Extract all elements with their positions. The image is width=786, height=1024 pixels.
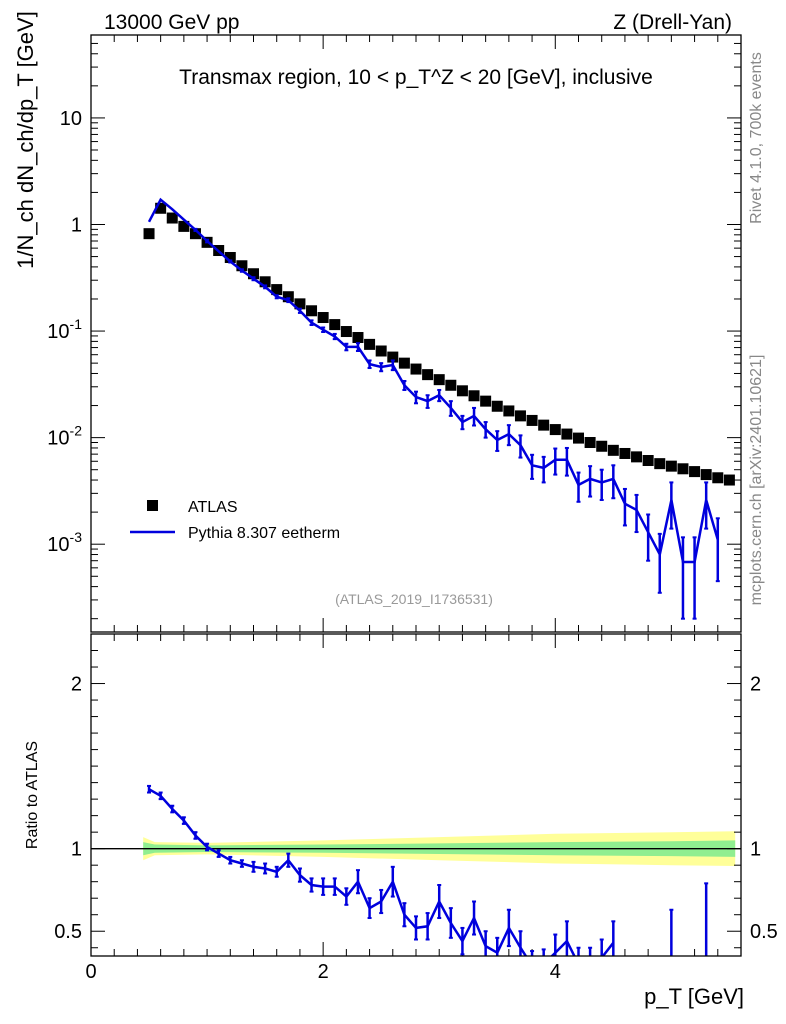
main-title: Transmax region, 10 < p_T^Z < 20 [GeV], … [179, 66, 653, 89]
x-axis-label: p_T [GeV] [644, 984, 744, 1009]
watermark: (ATLAS_2019_I1736531) [335, 591, 493, 607]
atlas-point [422, 369, 434, 381]
y-tick-label: 1 [71, 214, 82, 236]
ratio-y-tick-label: 1 [71, 839, 82, 861]
atlas-point [468, 390, 480, 402]
atlas-point [178, 220, 190, 232]
atlas-point [259, 276, 271, 288]
atlas-point [619, 447, 631, 459]
atlas-point [677, 463, 689, 475]
rivet-label: Rivet 4.1.0, 700k events [748, 52, 765, 224]
ratio-y-tick-label-right: 0.5 [750, 921, 778, 943]
atlas-point [340, 326, 352, 338]
header-left: 13000 GeV pp [104, 11, 239, 34]
y-tick-label: 10 [60, 108, 82, 130]
atlas-point [364, 338, 376, 350]
ratio-y-tick-label: 2 [71, 674, 82, 696]
ratio-ylabel: Ratio to ATLAS [24, 741, 41, 849]
atlas-point [503, 405, 515, 417]
y-tick-label: 10-3 [47, 529, 82, 556]
atlas-point [189, 228, 201, 240]
atlas-point [700, 469, 712, 481]
atlas-point [224, 252, 236, 264]
atlas-point [584, 437, 596, 449]
atlas-point [689, 466, 701, 478]
mcplots-label: mcplots.cern.ch [arXiv:2401.10621] [748, 355, 765, 606]
ratio-frame [90, 633, 742, 957]
x-tick-label: 4 [550, 961, 561, 983]
atlas-point [665, 460, 677, 472]
atlas-point [456, 385, 468, 397]
atlas-point [607, 444, 619, 456]
atlas-point [514, 410, 526, 422]
atlas-point [723, 474, 735, 486]
atlas-point [549, 424, 561, 436]
ratio-panel: 0.5 0.5 1 1 2 2 0 2 4 Ratio to ATLAS p_T [GeV] [24, 633, 778, 1009]
main-frame [90, 34, 742, 633]
legend-pythia-label: Pythia 8.307 eetherm [188, 525, 340, 542]
atlas-point [491, 400, 503, 412]
atlas-point [236, 260, 248, 272]
x-tick-label: 0 [85, 961, 96, 983]
atlas-point [445, 379, 457, 391]
atlas-point [387, 351, 399, 363]
atlas-point [526, 414, 538, 426]
atlas-point [631, 451, 643, 463]
atlas-point [410, 363, 422, 375]
uncertainty-bands [91, 831, 741, 866]
atlas-point [561, 428, 573, 440]
legend-atlas-label: ATLAS [188, 499, 238, 516]
atlas-point [596, 440, 608, 452]
legend-atlas-marker [147, 500, 158, 511]
atlas-point [294, 298, 306, 310]
atlas-point [317, 312, 329, 324]
header-right: Z (Drell-Yan) [613, 11, 732, 34]
ratio-y-tick-label-right: 1 [750, 839, 761, 861]
atlas-point [712, 472, 724, 484]
main-panel: 10 1 10-1 10-2 10-3 Transmax region, 10 < p_… [13, 11, 742, 633]
ratio-line [148, 788, 615, 956]
atlas-point [654, 458, 666, 470]
atlas-point [398, 357, 410, 369]
atlas-point [573, 432, 584, 444]
atlas-point [143, 228, 155, 240]
legend: ATLAS Pythia 8.307 eetherm [130, 499, 340, 542]
x-tick-label: 2 [318, 961, 329, 983]
atlas-point [329, 319, 341, 331]
y-tick-label: 10-1 [47, 316, 82, 343]
y-tick-label: 10-2 [47, 423, 82, 450]
atlas-point [306, 305, 318, 317]
ratio-series [147, 784, 709, 956]
atlas-point [480, 395, 492, 407]
atlas-point [166, 212, 178, 224]
ratio-y-tick-label: 0.5 [54, 921, 82, 943]
atlas-point [538, 419, 550, 431]
atlas-point [375, 345, 387, 357]
main-ylabel: 1/N_ch dN_ch/dp_T [GeV] [13, 11, 38, 269]
atlas-point [433, 374, 445, 386]
ratio-y-tick-label-right: 2 [750, 674, 761, 696]
atlas-point [282, 291, 294, 303]
atlas-series [143, 202, 735, 486]
atlas-point [155, 202, 167, 214]
atlas-point [352, 332, 364, 344]
atlas-point [271, 284, 283, 296]
pythia-series [147, 197, 720, 620]
atlas-point [248, 268, 259, 280]
atlas-point [642, 455, 654, 467]
